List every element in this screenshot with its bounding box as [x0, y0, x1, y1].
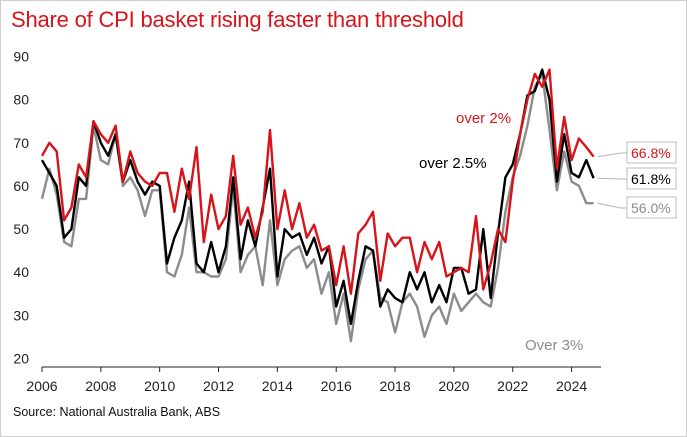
end-leader-line — [597, 177, 627, 180]
end-label-box — [626, 167, 677, 190]
source-note: Source: National Australia Bank, ABS — [13, 405, 221, 419]
x-tick-label: 2022 — [497, 378, 528, 394]
annotation-over-2: over 2% — [456, 110, 511, 127]
x-tick-label: 2014 — [262, 378, 293, 394]
x-tick-label: 2018 — [379, 378, 410, 394]
y-tick-label: 70 — [13, 135, 29, 151]
x-tick-label: 2012 — [203, 378, 234, 394]
series-line-1 — [40, 68, 595, 326]
end-leader-line — [597, 202, 627, 209]
y-tick-label: 40 — [13, 264, 29, 280]
series-lines — [40, 68, 595, 343]
x-tick-label: 2010 — [144, 378, 175, 394]
y-tick-label: 30 — [13, 307, 29, 323]
end-label-box — [626, 141, 677, 164]
x-tick-label: 2006 — [26, 378, 57, 394]
y-tick-label: 50 — [13, 221, 29, 237]
axes: 20 30 40 50 60 70 80 90 2006 2008 2010 2012 2014 2016… — [13, 49, 601, 394]
series-line-2 — [40, 72, 594, 343]
x-tick-label: 2020 — [438, 378, 469, 394]
end-labels: 66.8% 61.8% 56.0% — [597, 141, 677, 219]
end-label-box — [626, 196, 677, 219]
x-tick-label: 2016 — [321, 378, 352, 394]
end-label-text: 61.8% — [631, 171, 671, 187]
series-labels: over 2% over 2.5% Over 3% — [419, 110, 583, 354]
page-title: Share of CPI basket rising faster than t… — [11, 7, 464, 32]
series-line-0 — [40, 68, 595, 295]
x-tick-label: 2024 — [556, 378, 587, 394]
x-tick-label: 2008 — [85, 378, 116, 394]
y-tick-label: 90 — [13, 49, 29, 65]
end-leader-line — [597, 152, 627, 158]
annotation-over-2-5: over 2.5% — [419, 155, 487, 172]
y-tick-label: 60 — [13, 178, 29, 194]
end-label-text: 56.0% — [631, 200, 671, 216]
annotation-over-3: Over 3% — [525, 337, 583, 354]
end-label-text: 66.8% — [631, 145, 671, 161]
y-tick-label: 80 — [13, 92, 29, 108]
y-tick-label: 20 — [13, 350, 29, 366]
